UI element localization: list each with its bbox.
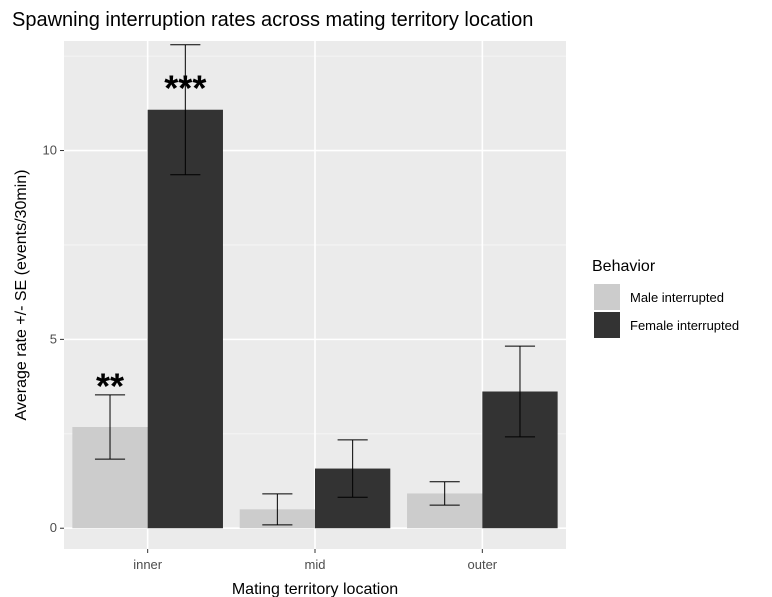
error-bars [94,44,536,526]
legend-title: Behavior [592,258,656,275]
significance-annotations: ***** [96,67,206,406]
y-tick-label: 5 [50,331,57,346]
legend-key-male [594,284,620,310]
significance-marker: *** [164,67,206,108]
x-tick-label: outer [468,557,498,572]
x-axis-ticks: inner mid outer [133,549,498,572]
significance-marker: ** [96,366,124,407]
y-axis-ticks: 0 5 10 [43,143,64,535]
legend: Behavior Male interrupted Female interrup… [592,258,739,338]
x-tick-label: inner [133,557,163,572]
legend-label-female: Female interrupted [630,318,739,333]
x-axis-label: Mating territory location [232,581,398,597]
y-axis-label: Average rate +/- SE (events/30min) [13,170,30,421]
bar-inner-female [147,109,223,529]
legend-label-male: Male interrupted [630,290,724,305]
chart-title: Spawning interruption rates across matin… [12,9,533,31]
y-tick-label: 10 [43,143,57,158]
bars [72,109,558,529]
x-tick-label: mid [305,557,326,572]
y-tick-label: 0 [50,520,57,535]
legend-key-female [594,312,620,338]
